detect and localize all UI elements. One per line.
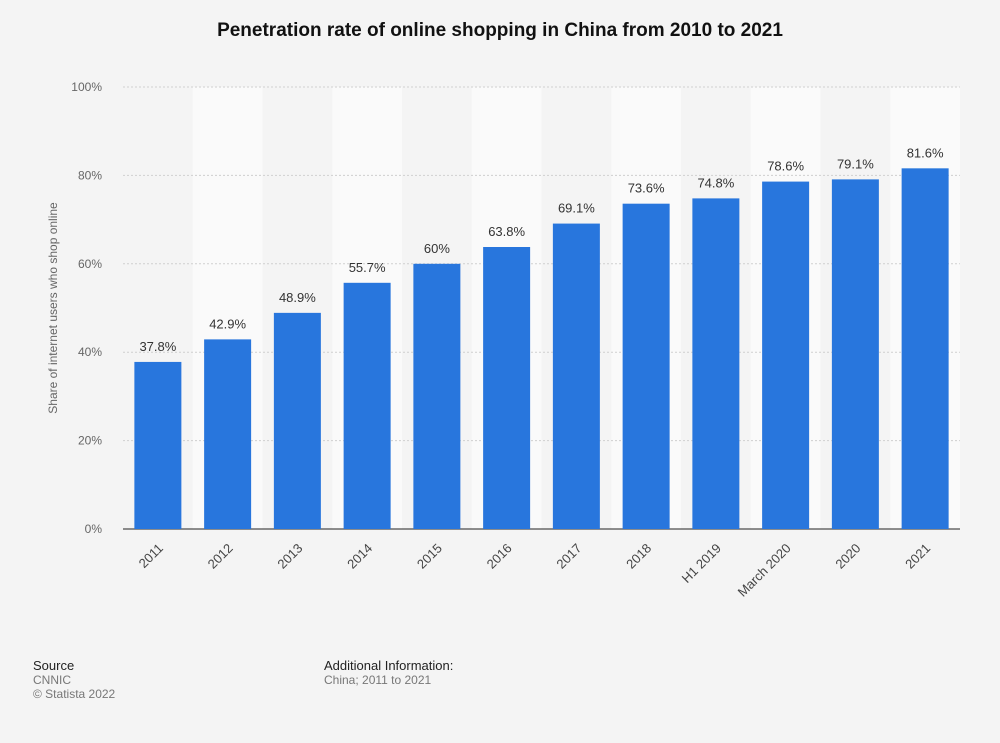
value-label: 78.6% xyxy=(767,159,804,174)
value-label: 37.8% xyxy=(139,339,176,354)
value-label: 60% xyxy=(424,241,450,256)
bar-chart: 0% 20% 40% 60% 80% 100% 37.8% 42.9% 48.9% 55.7% 6… xyxy=(46,80,960,600)
value-label: 63.8% xyxy=(488,224,525,239)
x-tick-label: 2011 xyxy=(136,541,166,571)
bar[interactable] xyxy=(273,312,321,529)
source-name[interactable]: CNNIC xyxy=(33,673,71,687)
y-tick-label: 20% xyxy=(78,434,102,448)
x-tick-label: March 2020 xyxy=(735,541,794,600)
bar[interactable] xyxy=(622,203,670,530)
x-tick-label: 2015 xyxy=(414,541,445,572)
value-label: 81.6% xyxy=(907,145,944,160)
bar[interactable] xyxy=(413,263,461,529)
bar[interactable] xyxy=(343,282,391,529)
value-label: 55.7% xyxy=(349,260,386,275)
y-tick-label: 100% xyxy=(71,80,102,94)
value-labels: 37.8% 42.9% 48.9% 55.7% 60% 63.8% 69.1% 73.6% 74… xyxy=(139,145,944,354)
x-tick-label: 2012 xyxy=(205,541,236,572)
copyright[interactable]: © Statista 2022 xyxy=(33,687,116,701)
bars xyxy=(134,168,949,530)
gridlines xyxy=(123,86,960,530)
bar[interactable] xyxy=(692,198,740,529)
x-tick-label: 2021 xyxy=(902,541,933,572)
value-label: 79.1% xyxy=(837,156,874,171)
additional-info-block: Additional Information: China; 2011 to 2… xyxy=(324,658,453,687)
bar[interactable] xyxy=(483,247,531,529)
y-tick-label: 40% xyxy=(78,345,102,359)
value-label: 69.1% xyxy=(558,201,595,216)
additional-info-heading[interactable]: Additional Information: xyxy=(324,658,454,673)
value-label: 73.6% xyxy=(628,181,665,196)
chart-title: Penetration rate of online shopping in C… xyxy=(217,20,783,41)
value-label: 74.8% xyxy=(697,175,734,190)
bar[interactable] xyxy=(552,223,600,529)
bar[interactable] xyxy=(204,339,252,529)
x-tick-label: 2018 xyxy=(623,541,654,572)
x-tick-label: 2013 xyxy=(274,541,305,572)
bar[interactable] xyxy=(901,168,949,529)
x-tick-labels: 2011 2012 2013 2014 2015 2016 2017 2018 H1 2019 M… xyxy=(136,541,934,600)
bar[interactable] xyxy=(831,179,879,530)
y-axis-label: Share of internet users who shop online xyxy=(46,202,60,414)
x-tick-label: 2016 xyxy=(484,541,515,572)
x-tick-label: H1 2019 xyxy=(679,541,724,586)
y-tick-label: 60% xyxy=(78,257,102,271)
bar[interactable] xyxy=(134,361,182,529)
value-label: 48.9% xyxy=(279,290,316,305)
value-label: 42.9% xyxy=(209,316,246,331)
x-tick-label: 2020 xyxy=(832,541,863,572)
y-tick-label: 80% xyxy=(78,168,102,182)
source-block: Source CNNIC © Statista 2022 xyxy=(33,658,115,701)
y-tick-labels: 0% 20% 40% 60% 80% 100% xyxy=(71,80,102,536)
additional-info-text: China; 2011 to 2021 xyxy=(324,673,432,687)
x-tick-label: 2014 xyxy=(344,541,375,572)
bar[interactable] xyxy=(762,181,810,529)
source-heading: Source xyxy=(33,658,75,673)
x-tick-label: 2017 xyxy=(553,541,584,572)
y-tick-label: 0% xyxy=(85,522,103,536)
